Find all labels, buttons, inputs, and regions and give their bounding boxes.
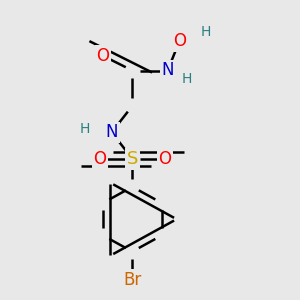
Text: H: H bbox=[201, 25, 211, 39]
Text: H: H bbox=[182, 72, 192, 86]
Text: N: N bbox=[106, 123, 118, 141]
Text: S: S bbox=[127, 150, 138, 168]
Text: O: O bbox=[93, 150, 106, 168]
Text: O: O bbox=[173, 32, 186, 50]
Text: O: O bbox=[158, 150, 171, 168]
Text: O: O bbox=[96, 47, 110, 65]
Text: H: H bbox=[80, 122, 90, 136]
Text: N: N bbox=[161, 61, 174, 80]
Text: Br: Br bbox=[123, 271, 142, 289]
